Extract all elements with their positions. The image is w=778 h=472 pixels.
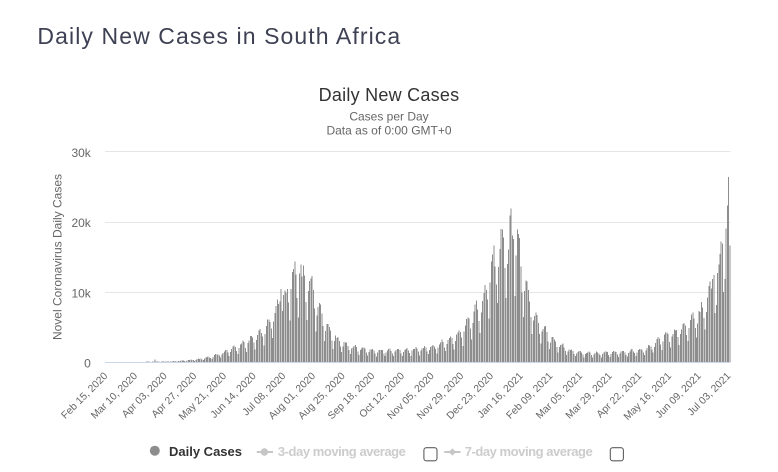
svg-text:7-day moving average: 7-day moving average [465,444,593,459]
svg-text:0: 0 [84,357,91,371]
svg-text:Novel Coronavirus Daily Cases: Novel Coronavirus Daily Cases [51,174,65,340]
svg-text:Daily New Cases: Daily New Cases [319,85,460,105]
svg-text:Cases per Day: Cases per Day [349,110,428,124]
svg-text:30k: 30k [71,146,91,160]
svg-text:10k: 10k [71,286,91,300]
svg-text:Data as of 0:00 GMT+0: Data as of 0:00 GMT+0 [326,124,451,138]
svg-text:20k: 20k [71,216,91,230]
svg-text:3-day moving average: 3-day moving average [278,444,406,459]
svg-text:Daily New Cases in South Afric: Daily New Cases in South Africa [37,23,401,49]
svg-text:Daily Cases: Daily Cases [169,444,242,459]
